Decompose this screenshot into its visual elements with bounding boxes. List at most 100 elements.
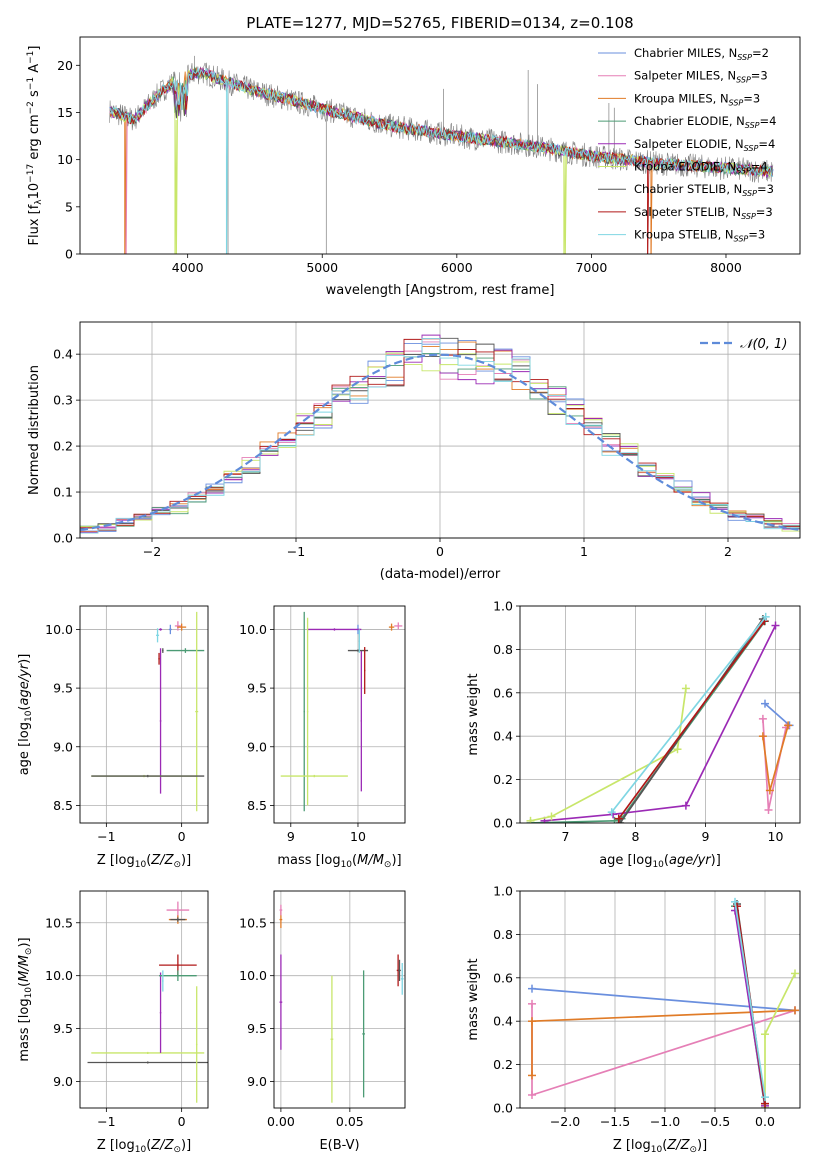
x-tick-label: 0 xyxy=(178,1114,186,1129)
data-point xyxy=(170,917,186,922)
y-tick-label: 20 xyxy=(57,58,73,73)
series-marker xyxy=(607,808,616,817)
x-tick-label: 7000 xyxy=(575,260,607,275)
histogram-line xyxy=(80,338,800,538)
label-part: ] xyxy=(27,46,42,51)
x-axis-label: Z [log10(Z/Z⊙)] xyxy=(97,1138,191,1155)
x-tick-label: 9 xyxy=(287,829,295,844)
legend-entry: Salpeter MILES, NSSP=3 xyxy=(634,69,768,85)
x-tick-label: −1.5 xyxy=(600,1114,630,1129)
data-point xyxy=(303,611,305,812)
x-axis-label: Z [log10(Z/Z⊙)] xyxy=(97,853,191,870)
x-tick-label: 0 xyxy=(436,544,444,559)
x-tick-label: 4000 xyxy=(172,260,204,275)
y-tick-label: 1.0 xyxy=(493,884,513,899)
series-marker xyxy=(528,999,536,1008)
x-tick-label: −1 xyxy=(97,1114,115,1129)
y-tick-label: 0.4 xyxy=(493,1014,513,1029)
axes-frame xyxy=(273,605,406,824)
data-point xyxy=(330,975,334,1103)
label-part: mass [log xyxy=(277,853,340,868)
axes-frame xyxy=(79,605,209,824)
axes-frame xyxy=(79,321,801,539)
x-tick-label: 0.05 xyxy=(336,1114,364,1129)
x-tick-label: −1.0 xyxy=(650,1114,680,1129)
y-tick-label: 0.8 xyxy=(493,927,513,942)
data-point xyxy=(159,972,162,1053)
data-point xyxy=(307,628,362,631)
legend-sub: SSP xyxy=(729,98,744,107)
residual-histogram-panel: −2 −1 0 1 2 0.0 0.1 0.2 0.3 0.4 (data-model)/error… xyxy=(27,321,801,582)
error-bars xyxy=(91,611,205,812)
legend-entry: Salpeter ELODIE, NSSP=4 xyxy=(634,137,775,153)
y-axis-label: mass weight xyxy=(466,673,481,755)
x-axis-label: wavelength [Angstrom, rest frame] xyxy=(326,283,555,298)
x-tick-label: −1 xyxy=(287,544,305,559)
series-line xyxy=(764,973,796,1108)
series-line xyxy=(544,625,777,822)
data-point xyxy=(91,774,205,778)
y-tick-label: 0.0 xyxy=(493,1101,513,1116)
series-line xyxy=(764,702,791,727)
y-tick-label: 0.2 xyxy=(493,1057,513,1072)
weight-vs-metallicity-panel: −2.0 −1.5 −1.0 −0.5 0.0 0.0 0.2 0.4 0.6 0.8 1.0 Z [… xyxy=(466,884,801,1155)
y-tick-label: 0.8 xyxy=(493,642,513,657)
label-part: ( xyxy=(17,706,32,711)
legend-text: =4 xyxy=(758,137,775,151)
series-marker xyxy=(733,902,741,911)
series-marker xyxy=(761,612,770,621)
x-axis-label: Z [log10(Z/Z⊙)] xyxy=(613,1138,707,1155)
legend-entry: Chabrier MILES, NSSP=2 xyxy=(634,46,769,62)
error-bars xyxy=(280,611,403,812)
data-point xyxy=(162,648,164,653)
series-marker xyxy=(673,745,682,754)
y-tick-label: 8.5 xyxy=(53,798,73,813)
y-tick-label: 0.2 xyxy=(53,439,73,454)
mass-vs-metallicity-panel: −1 09.09.510.010.5Z [log10(Z/Z⊙)]mass [lo… xyxy=(17,890,209,1155)
data-point xyxy=(398,959,401,981)
label-part: Z/Z xyxy=(150,1138,174,1153)
series-marker xyxy=(681,684,690,693)
legend-entry: Kroupa STELIB, NSSP=3 xyxy=(634,228,765,244)
label-part: ( xyxy=(662,1138,667,1153)
legend-text: =3 xyxy=(748,228,765,242)
data-point xyxy=(195,986,198,1103)
series-marker xyxy=(547,812,556,821)
data-point xyxy=(400,962,404,995)
x-tick-label: 8000 xyxy=(710,260,742,275)
label-part: ⊙ xyxy=(384,860,392,870)
data-point xyxy=(195,611,199,812)
label-part: ⊙ xyxy=(173,860,181,870)
series-marker xyxy=(761,1093,769,1102)
series-marker xyxy=(614,814,623,823)
legend-text: Kroupa ELODIE, N xyxy=(634,160,736,174)
x-axis-label: mass [log10(M/M⊙)] xyxy=(277,853,401,870)
y-tick-label: 9.0 xyxy=(53,1074,73,1089)
mass-vs-ebv-panel: 0.00 0.05 9.0 9.5 10.0 10.5 E(B-V) xyxy=(239,890,406,1153)
series-marker xyxy=(784,721,793,730)
y-tick-label: 0.2 xyxy=(493,772,513,787)
data-point xyxy=(279,954,283,1050)
legend-sub: SSP xyxy=(745,121,760,130)
weight-series xyxy=(528,897,799,1108)
x-tick-label: 10 xyxy=(768,829,784,844)
series-marker xyxy=(610,816,619,823)
legend-sub: SSP xyxy=(734,235,749,244)
legend-text: Chabrier ELODIE, N xyxy=(634,114,745,128)
data-point xyxy=(358,629,360,653)
data-point xyxy=(162,970,164,992)
legend-text: =3 xyxy=(756,205,773,219)
data-point xyxy=(158,652,160,665)
y-axis-label: Normed distribution xyxy=(27,365,42,495)
y-tick-label: 9.0 xyxy=(247,739,267,754)
y-tick-label: 9.5 xyxy=(53,1021,73,1036)
label-part: age/yr xyxy=(17,662,32,705)
label-part: 10 xyxy=(24,710,34,722)
label-part: 10 xyxy=(135,1145,147,1155)
data-spectrum-line xyxy=(109,62,774,183)
label-part: ⊙ xyxy=(173,1145,181,1155)
label-part: s xyxy=(27,90,42,101)
legend-text: Kroupa MILES, N xyxy=(634,91,729,105)
legend-sub: SSP xyxy=(741,212,756,221)
data-point xyxy=(159,970,197,981)
